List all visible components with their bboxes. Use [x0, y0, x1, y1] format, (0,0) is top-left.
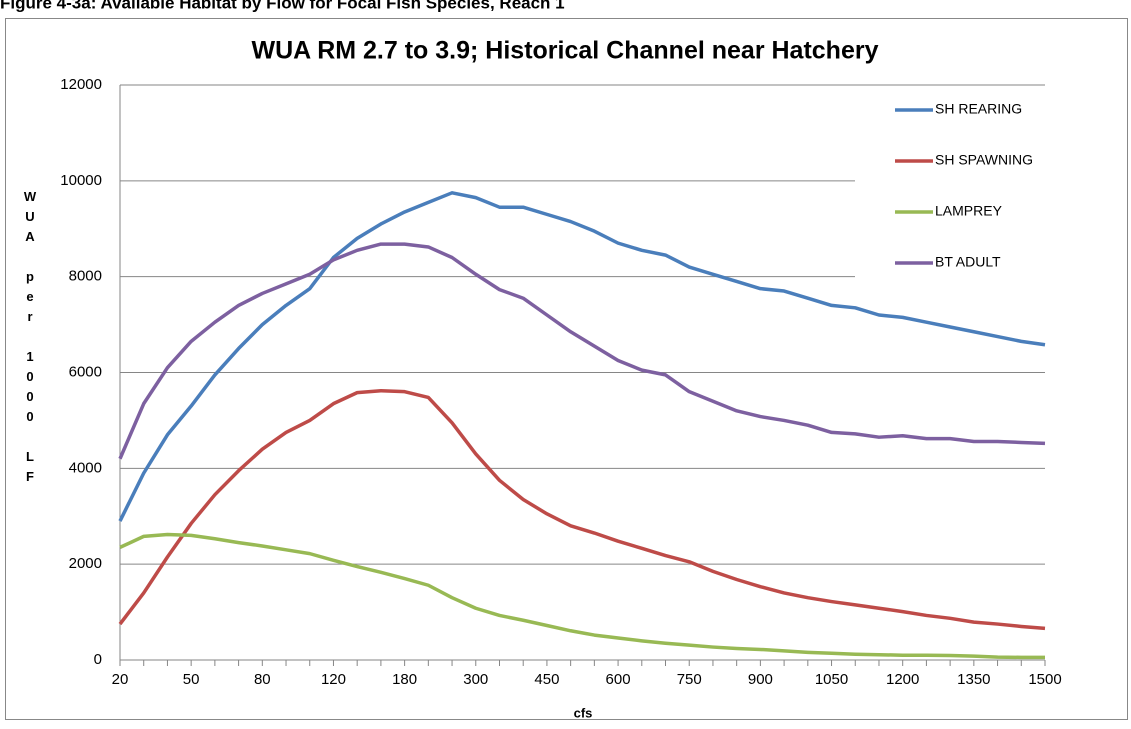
- series-line: [118, 191, 1046, 522]
- legend-label: SH SPAWNING: [935, 152, 1033, 168]
- y-tick-label: 0: [94, 651, 102, 668]
- x-tick-label: 120: [321, 671, 346, 688]
- legend-label: BT ADULT: [935, 254, 1001, 270]
- x-tick-label: 600: [606, 671, 631, 688]
- y-tick-label: 10000: [60, 172, 102, 189]
- caption: Figure 4-3a: Available Habitat by Flow f…: [0, 0, 565, 12]
- x-tick-label: 1200: [886, 671, 919, 688]
- x-tick-label: 180: [392, 671, 417, 688]
- y-tick-label: 8000: [69, 268, 102, 285]
- x-tick-label: 50: [183, 671, 200, 688]
- y-tick-label: 6000: [69, 363, 102, 380]
- x-tick-label: 80: [254, 671, 271, 688]
- x-axis-label: cfs: [574, 705, 593, 720]
- legend-box: [855, 95, 1045, 280]
- legend-label: SH REARING: [935, 101, 1022, 117]
- x-tick-label: 20: [112, 671, 129, 688]
- series-line: [118, 388, 1046, 631]
- x-tick-label: 1350: [957, 671, 990, 688]
- x-tick-label: 750: [677, 671, 702, 688]
- x-tick-label: 450: [534, 671, 559, 688]
- x-tick-label: 1050: [815, 671, 848, 688]
- x-tick-label: 900: [748, 671, 773, 688]
- series-line: [119, 532, 1045, 660]
- y-tick-label: 12000: [60, 76, 102, 93]
- chart-border: [5, 18, 1128, 720]
- x-tick-label: 1500: [1028, 671, 1061, 688]
- y-tick-label: 4000: [69, 459, 102, 476]
- chart-title: WUA RM 2.7 to 3.9; Historical Channel ne…: [251, 37, 878, 65]
- x-tick-label: 300: [463, 671, 488, 688]
- series-line: [118, 242, 1046, 460]
- legend-label: LAMPREY: [935, 203, 1003, 219]
- y-tick-label: 2000: [69, 555, 102, 572]
